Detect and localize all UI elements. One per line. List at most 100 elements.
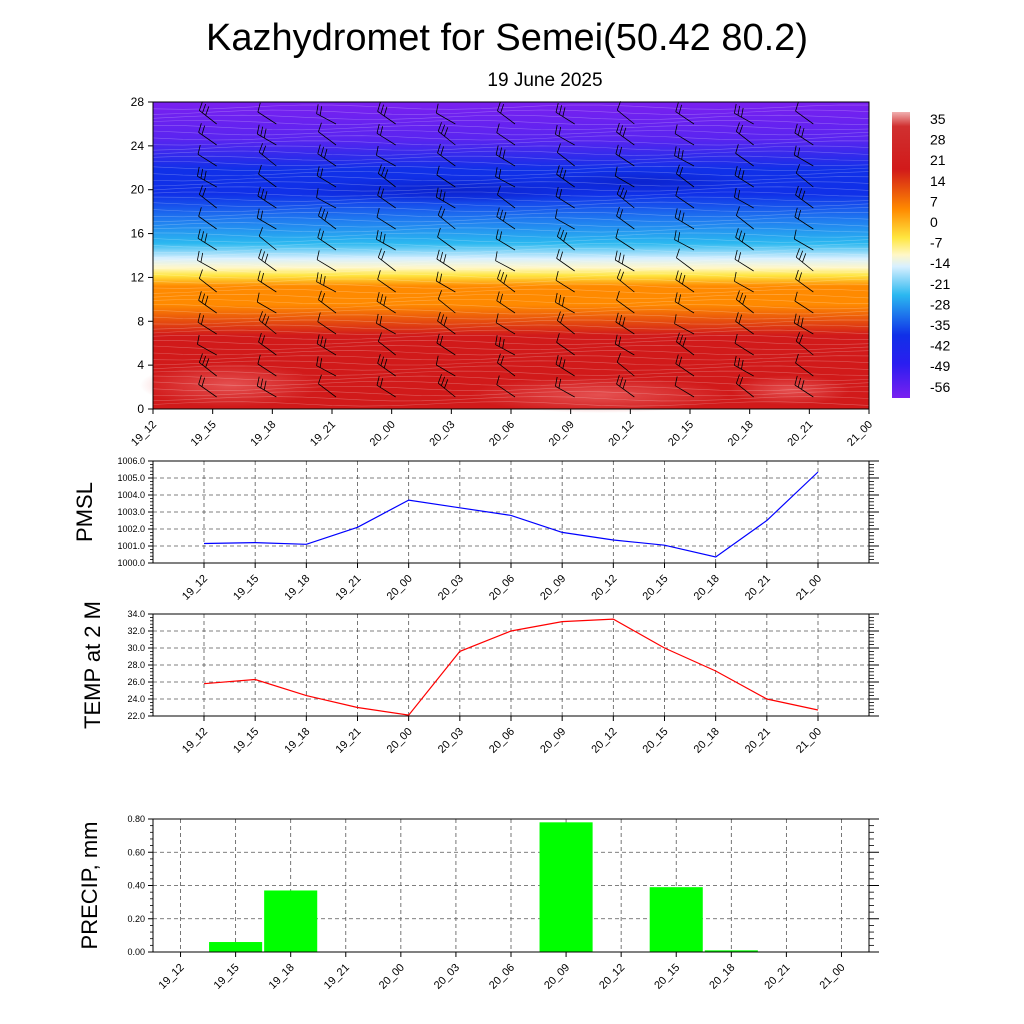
y-tick-label: 0.80: [127, 814, 145, 824]
wind-barb-feather: [795, 185, 799, 196]
wind-barb-shaft: [495, 260, 516, 272]
wind-barb-feather: [381, 250, 386, 261]
wind-barb: [615, 312, 635, 335]
wind-barb: [257, 270, 277, 293]
contour-line: [152, 227, 870, 233]
wind-barb: [616, 206, 635, 230]
panel1-x-tick-label: 19_21: [334, 573, 364, 603]
contour-line: [152, 237, 870, 243]
wind-barb-feather: [674, 292, 678, 302]
contour-line: [152, 125, 870, 131]
wind-barb-feather: [674, 208, 678, 218]
wind-barb: [497, 185, 516, 209]
contour-line: [152, 160, 870, 166]
panel3-x-tick-label: 20_03: [432, 962, 462, 992]
contour-line: [152, 278, 870, 284]
wind-barb-feather: [440, 124, 446, 134]
contour-line: [152, 273, 870, 279]
temp-panel: 22.0 24.0 26.0 28.0 30.0 32.0 34.0 TEMP at 2 M 1…: [80, 601, 879, 756]
wind-barb-feather: [320, 336, 324, 346]
wind-barb-feather: [558, 378, 562, 389]
wind-barb-shaft: [436, 364, 456, 377]
wind-barb-feather: [256, 292, 260, 303]
wind-barb: [793, 229, 814, 251]
wind-barb-feather: [801, 128, 805, 138]
y-tick-label: 0.60: [127, 847, 145, 857]
wind-barb: [556, 249, 575, 272]
wind-barb: [735, 374, 754, 398]
chart-title: Kazhydromet for Semei(50.42 80.2): [206, 17, 808, 59]
wind-barb-feather: [316, 356, 319, 366]
wind-barb-feather: [616, 374, 620, 385]
wind-barb: [555, 208, 575, 230]
wind-barb-feather: [198, 207, 202, 217]
wind-barb-shaft: [496, 384, 516, 398]
wind-barb-feather: [205, 358, 210, 368]
contour-line: [152, 386, 870, 392]
wind-barb: [556, 227, 575, 251]
wind-barb-feather: [555, 292, 558, 303]
wind-barb: [256, 208, 277, 230]
contour-line: [152, 319, 870, 325]
wind-barb-feather: [380, 294, 384, 304]
wind-barb: [734, 166, 754, 188]
wind-barb-feather: [376, 124, 380, 134]
wind-barb-feather: [615, 144, 619, 155]
wind-barb-feather: [797, 209, 802, 220]
wind-barb-feather: [201, 125, 206, 135]
heat-core-3: [290, 176, 610, 204]
contour-line: [152, 350, 870, 356]
wind-barb-feather: [316, 166, 320, 176]
wind-barb-shaft: [676, 257, 695, 272]
contour-line: [152, 114, 870, 120]
wind-barb-feather: [258, 227, 263, 237]
wind-barb-shaft: [736, 215, 754, 230]
y-tick-label: 20: [131, 183, 145, 197]
wind-barb-feather: [555, 376, 558, 387]
wind-barb-shaft: [674, 323, 695, 335]
wind-barb: [198, 185, 217, 209]
wind-barb-feather: [739, 124, 744, 135]
wind-barb-shaft: [318, 383, 337, 398]
wind-barb-feather: [444, 379, 449, 389]
wind-barb-feather: [615, 312, 619, 323]
contour-line: [152, 375, 870, 381]
contour-line: [152, 217, 870, 223]
heatmap-x-tick-label: 20_12: [606, 419, 636, 449]
wind-barb-shaft: [795, 172, 814, 188]
contour-line: [152, 232, 870, 238]
contour-line: [152, 171, 870, 177]
wind-barb-feather: [678, 272, 683, 283]
contour-line: [152, 360, 870, 366]
wind-barb-feather: [676, 332, 680, 342]
wind-barb-feather: [198, 185, 203, 195]
wind-barb: [197, 229, 217, 251]
wind-barb-feather: [498, 337, 502, 347]
wind-barb-feather: [256, 124, 260, 135]
wind-barb-shaft: [674, 133, 695, 146]
wind-barb-feather: [674, 146, 677, 156]
wind-barb-feather: [616, 206, 620, 217]
wind-barb-feather: [376, 208, 380, 218]
wind-barb: [495, 167, 516, 188]
wind-barb: [437, 122, 456, 146]
wind-barb-feather: [734, 355, 737, 366]
wind-barb: [376, 376, 396, 398]
contour-line: [152, 247, 870, 253]
wind-barb-feather: [320, 230, 325, 241]
panel2-x-tick-label: 20_18: [692, 726, 722, 756]
wind-barb-feather: [198, 375, 202, 385]
wind-barb: [377, 102, 396, 125]
contour-line: [152, 145, 870, 151]
colorbar-label: -49: [930, 358, 950, 374]
wind-barb-feather: [618, 252, 622, 263]
y-tick-label: 0.00: [127, 947, 145, 957]
wind-barb-feather: [741, 170, 745, 180]
wind-barb-feather: [621, 254, 625, 265]
panel2-x-tick-label: 20_21: [743, 726, 773, 756]
wind-barb-feather: [437, 122, 442, 132]
contour-line: [152, 339, 870, 345]
contour-line: [152, 309, 870, 315]
wind-barb-feather: [437, 227, 441, 238]
wind-barb-feather: [674, 124, 678, 134]
